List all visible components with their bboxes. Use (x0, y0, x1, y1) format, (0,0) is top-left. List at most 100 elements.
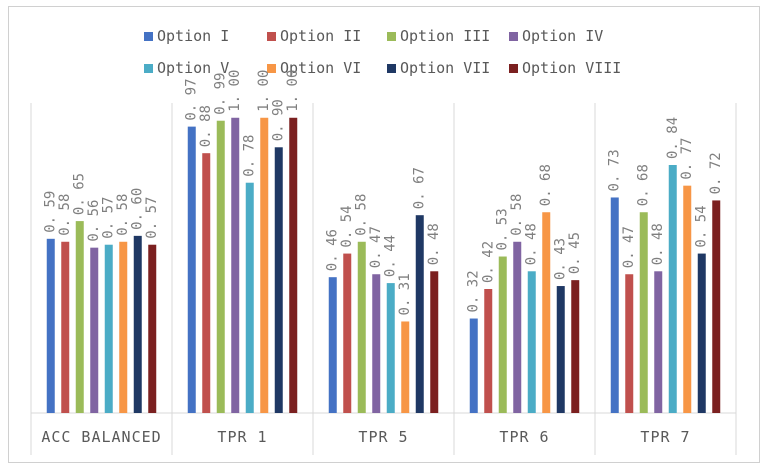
data-label-option-vi-tpr-5: 0. 31 (397, 273, 413, 315)
bar-option-viii-tpr-7 (712, 200, 721, 413)
bar-option-v-tpr-1 (245, 182, 254, 413)
legend-label-option-viii: Option VIII (522, 59, 621, 77)
data-label-option-viii-acc-balanced: 0. 57 (144, 197, 160, 239)
bar-option-iv-tpr-1 (231, 117, 240, 413)
bar-option-iv-tpr-6 (513, 241, 522, 413)
legend-swatch-option-iii (387, 32, 396, 41)
bar-option-vii-tpr-1 (274, 147, 283, 414)
data-label-option-i-tpr-1: 0. 97 (184, 78, 200, 120)
data-label-option-iv-tpr-7: 0. 48 (650, 223, 666, 265)
bar-option-vii-tpr-7 (697, 253, 706, 413)
legend-swatch-option-vi (267, 64, 276, 73)
data-label-option-ii-tpr-6: 0. 42 (480, 241, 496, 283)
data-label-option-iv-acc-balanced: 0. 56 (86, 200, 102, 242)
bar-option-iv-tpr-7 (654, 271, 663, 413)
bar-option-v-tpr-5 (386, 283, 395, 413)
data-label-option-iv-tpr-1: 1. 00 (227, 70, 243, 112)
bar-option-v-acc-balanced (104, 244, 113, 413)
legend-swatch-option-v (144, 64, 153, 73)
bar-option-iv-acc-balanced (90, 247, 99, 413)
data-label-option-v-tpr-1: 0. 78 (242, 135, 258, 177)
category-labels: ACC BALANCED TPR 1 TPR 5 TPR 6 TPR 7 (41, 428, 690, 446)
category-label-tpr-1: TPR 1 (217, 428, 267, 446)
chart-frame: Option I Option II Option III Option IV Opti… (8, 6, 760, 463)
bar-option-iii-acc-balanced (75, 221, 84, 413)
bar-option-v-tpr-6 (527, 271, 536, 413)
data-label-option-iii-tpr-1: 0. 99 (213, 73, 229, 115)
bar-option-ii-tpr-5 (343, 253, 352, 413)
data-label-option-iii-tpr-5: 0. 58 (354, 194, 370, 236)
bar-option-viii-tpr-6 (571, 280, 580, 413)
bar-option-ii-tpr-6 (484, 289, 493, 413)
bar-option-i-tpr-6 (469, 318, 478, 413)
bar-option-i-tpr-5 (328, 277, 337, 413)
data-label-option-iii-tpr-6: 0. 53 (495, 208, 511, 250)
legend: Option I Option II Option III Option IV Opti… (144, 27, 621, 77)
data-label-option-vii-tpr-6: 0. 43 (553, 238, 569, 280)
legend-swatch-option-ii (267, 32, 276, 41)
legend-swatch-option-vii (387, 64, 396, 73)
bar-option-i-tpr-1 (187, 126, 196, 413)
bar-option-i-acc-balanced (46, 238, 55, 413)
legend-label-option-iii: Option III (400, 27, 490, 45)
data-label-option-ii-tpr-1: 0. 88 (198, 105, 214, 147)
data-label-option-iv-tpr-5: 0. 47 (368, 226, 384, 268)
legend-label-option-v: Option V (157, 59, 229, 77)
data-label-option-viii-tpr-5: 0. 48 (426, 223, 442, 265)
bar-option-vi-acc-balanced (119, 241, 128, 413)
data-label-option-v-tpr-6: 0. 48 (524, 223, 540, 265)
legend-swatch-option-iv (509, 32, 518, 41)
data-label-option-vi-tpr-7: 0. 77 (679, 138, 695, 180)
legend-swatch-option-i (144, 32, 153, 41)
category-label-tpr-7: TPR 7 (640, 428, 690, 446)
bar-option-viii-tpr-5 (430, 271, 439, 413)
bar-option-i-tpr-7 (610, 197, 619, 413)
data-label-option-vii-tpr-5: 0. 67 (412, 167, 428, 209)
bar-option-iii-tpr-6 (498, 256, 507, 413)
bar-option-iv-tpr-5 (372, 274, 381, 413)
data-label-option-i-tpr-5: 0. 46 (325, 229, 341, 271)
chart-svg: Option I Option II Option III Option IV Opti… (30, 27, 737, 455)
legend-swatch-option-viii (509, 64, 518, 73)
bar-option-vi-tpr-6 (542, 212, 551, 413)
category-label-acc-balanced: ACC BALANCED (41, 428, 161, 446)
bar-option-ii-tpr-7 (625, 274, 634, 413)
data-label-option-viii-tpr-7: 0. 72 (708, 152, 724, 194)
data-label-option-ii-tpr-5: 0. 54 (339, 205, 355, 247)
bar-option-viii-acc-balanced (148, 244, 157, 413)
data-label-option-viii-tpr-1: 1. 00 (285, 70, 301, 112)
category-label-tpr-6: TPR 6 (499, 428, 549, 446)
data-label-option-i-tpr-6: 0. 32 (466, 270, 482, 312)
data-label-option-v-tpr-7: 0. 84 (665, 117, 681, 159)
bar-option-iii-tpr-7 (639, 212, 648, 413)
data-label-option-iv-tpr-6: 0. 58 (509, 194, 525, 236)
legend-label-option-vi: Option VI (280, 59, 361, 77)
plot-area: 0. 590. 580. 650. 560. 570. 580. 600. 57… (30, 70, 737, 455)
bar-option-vi-tpr-5 (401, 321, 410, 413)
data-label-option-i-tpr-7: 0. 73 (607, 149, 623, 191)
data-label-option-v-tpr-5: 0. 44 (383, 235, 399, 277)
bar-option-v-tpr-7 (668, 165, 677, 413)
legend-label-option-iv: Option IV (522, 27, 603, 45)
bar-option-vii-acc-balanced (133, 235, 142, 413)
bar-option-vi-tpr-7 (683, 185, 692, 413)
data-label-option-vi-tpr-1: 1. 00 (256, 70, 272, 112)
bar-option-vii-tpr-5 (415, 215, 424, 413)
data-label-option-ii-acc-balanced: 0. 58 (57, 194, 73, 236)
bar-option-viii-tpr-1 (289, 117, 298, 413)
data-label-option-vi-acc-balanced: 0. 58 (115, 194, 131, 236)
data-label-option-v-acc-balanced: 0. 57 (101, 197, 117, 239)
legend-label-option-i: Option I (157, 27, 229, 45)
bar-option-ii-acc-balanced (61, 241, 70, 413)
legend-label-option-vii: Option VII (400, 59, 490, 77)
data-label-option-iii-acc-balanced: 0. 65 (72, 173, 88, 215)
data-label-option-ii-tpr-7: 0. 47 (621, 226, 637, 268)
data-label-option-vii-tpr-1: 0. 90 (271, 99, 287, 141)
bar-option-vi-tpr-1 (260, 117, 269, 413)
legend-label-option-ii: Option II (280, 27, 361, 45)
bar-option-vii-tpr-6 (556, 286, 565, 413)
data-label-option-vii-acc-balanced: 0. 60 (130, 188, 146, 230)
data-label-option-iii-tpr-7: 0. 68 (636, 164, 652, 206)
category-label-tpr-5: TPR 5 (358, 428, 408, 446)
bar-option-ii-tpr-1 (202, 153, 211, 413)
